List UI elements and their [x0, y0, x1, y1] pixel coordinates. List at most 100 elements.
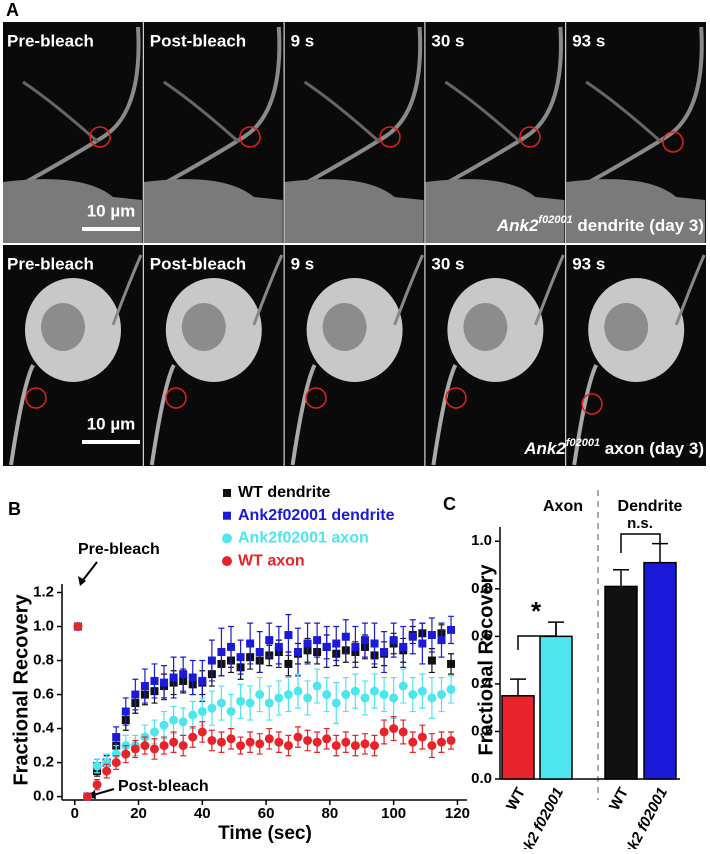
point — [446, 684, 456, 694]
neurite — [7, 26, 141, 194]
frame-label: Pre-bleach — [7, 31, 94, 50]
micrograph: 9 s — [284, 22, 425, 243]
neurite — [444, 80, 522, 144]
point — [255, 648, 264, 657]
cell-body — [425, 179, 565, 243]
point — [188, 710, 198, 720]
x-tick-label: WT — [606, 785, 632, 814]
point — [197, 707, 207, 717]
micrograph: 9 s — [284, 245, 425, 466]
point — [408, 632, 417, 641]
point — [140, 682, 149, 691]
point — [227, 642, 236, 651]
annotation: Post-bleach — [118, 778, 209, 795]
y-tick-label: 0.4 — [33, 720, 55, 737]
legend-label: Ank2f02001 axon — [238, 530, 369, 547]
point — [226, 707, 236, 717]
bleach-roi — [165, 387, 187, 409]
point — [293, 732, 303, 742]
point — [379, 690, 389, 700]
micrograph: Post-bleach — [143, 22, 284, 243]
neurite — [288, 26, 423, 194]
point — [447, 625, 456, 634]
point — [283, 741, 293, 751]
x-tick-label: 120 — [445, 805, 470, 822]
point — [322, 690, 332, 700]
scale-bar-label: 10 µm — [87, 201, 136, 220]
point — [179, 670, 188, 679]
point — [312, 681, 322, 691]
caption: Ank2f02001 dendrite (day 3) — [496, 214, 704, 236]
point — [380, 648, 389, 657]
point — [274, 642, 283, 651]
micrograph: 30 s — [425, 22, 566, 243]
nucleus — [322, 303, 367, 351]
point — [255, 690, 265, 700]
point — [197, 727, 207, 737]
y-axis-label: Fractional Recovery — [475, 564, 497, 756]
caption-part: Ank2 — [523, 439, 566, 458]
point — [236, 653, 245, 662]
caption-part: axon (day 3) — [600, 439, 704, 458]
y-tick-label: 1.0 — [33, 617, 54, 634]
x-tick-label: 60 — [258, 805, 275, 822]
neurite — [429, 26, 563, 194]
point — [322, 734, 332, 744]
point — [427, 656, 436, 665]
group-label: Axon — [543, 498, 583, 515]
point — [255, 739, 265, 749]
caption-part: dendrite (day 3) — [573, 216, 704, 235]
point — [322, 642, 331, 651]
point — [236, 741, 246, 751]
point — [169, 673, 178, 682]
point — [350, 686, 360, 696]
point — [350, 741, 360, 751]
neurite — [22, 80, 99, 144]
point — [245, 737, 255, 747]
frame-label: 9 s — [291, 254, 315, 273]
point — [150, 676, 159, 685]
bleach-roi — [25, 387, 47, 409]
point — [92, 780, 102, 790]
point — [427, 631, 436, 640]
point — [131, 690, 140, 699]
point — [274, 737, 284, 747]
bar — [501, 695, 535, 780]
arrow-head — [78, 576, 86, 586]
legend-marker — [222, 533, 232, 544]
neurite — [252, 254, 284, 326]
neurite — [303, 80, 381, 144]
panel-label: B — [8, 499, 21, 519]
nucleus — [463, 303, 508, 351]
caption-part: Ank2 — [496, 216, 539, 235]
neurite — [393, 254, 424, 326]
y-tick-label: 0.4 — [471, 675, 493, 692]
legend-marker — [223, 489, 231, 497]
annotation: Pre-bleach — [78, 541, 160, 558]
point — [198, 676, 207, 685]
x-tick-label: 80 — [322, 805, 339, 822]
point — [379, 727, 389, 737]
point — [313, 636, 322, 645]
neurite — [572, 364, 599, 466]
y-tick-label: 0.8 — [33, 652, 54, 669]
point — [332, 639, 341, 648]
x-tick-label: 100 — [381, 805, 406, 822]
y-tick-label: 0.0 — [33, 788, 54, 805]
point — [73, 622, 83, 632]
point — [264, 698, 274, 708]
point — [360, 636, 369, 645]
point — [112, 733, 121, 742]
x-tick-label: 0 — [71, 805, 79, 822]
point — [188, 673, 197, 682]
bleach-roi — [305, 387, 327, 409]
point — [102, 766, 112, 776]
point — [312, 737, 322, 747]
bleach-roi — [379, 126, 401, 148]
error-bar — [613, 569, 629, 587]
point — [284, 631, 293, 640]
x-tick-label: WT — [503, 785, 529, 814]
caption-part: f02001 — [538, 214, 572, 226]
point — [246, 639, 255, 648]
